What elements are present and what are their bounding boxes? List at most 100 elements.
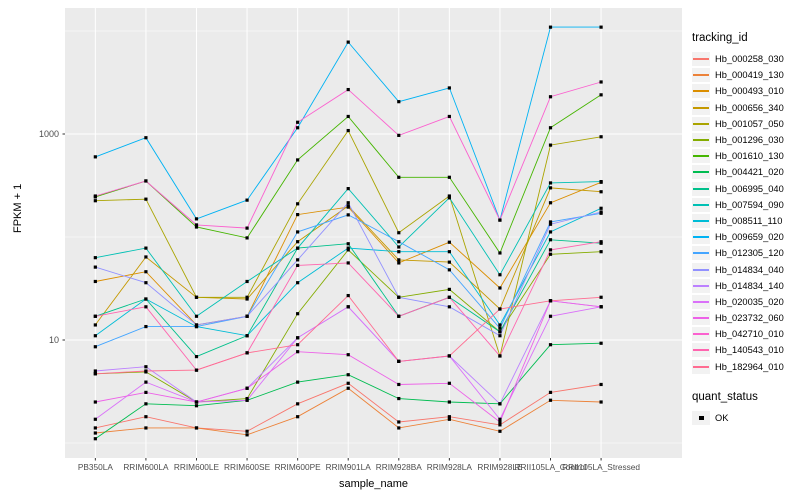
data-point (548, 201, 553, 205)
data-point (245, 236, 249, 240)
data-point (346, 293, 350, 298)
legend-item: Hb_023732_060 (692, 310, 798, 326)
data-point (397, 314, 401, 318)
legend-item-label: Hb_009659_020 (715, 232, 784, 243)
data-point (245, 398, 249, 402)
data-point (296, 240, 300, 244)
data-point (599, 341, 603, 345)
data-point (194, 368, 199, 372)
data-point (346, 213, 350, 217)
data-point (296, 246, 300, 250)
data-point (346, 246, 350, 250)
data-point (447, 260, 451, 264)
legend-key-line-icon (693, 300, 709, 303)
data-point (548, 314, 553, 318)
legend-key-line-icon (693, 252, 709, 255)
data-point (599, 400, 603, 404)
data-point (346, 248, 350, 252)
legend-item: Hb_020035_020 (692, 294, 798, 310)
legend-key-swatch (692, 100, 710, 115)
legend-item: Hb_140543_010 (692, 342, 798, 358)
data-point (548, 25, 553, 29)
data-point (397, 231, 401, 235)
data-point (498, 273, 502, 277)
data-point (296, 415, 300, 419)
data-point (144, 390, 148, 394)
legend-key-swatch (692, 278, 710, 293)
data-point (498, 326, 502, 330)
data-point (447, 305, 451, 309)
data-point (447, 381, 451, 385)
legend-item-label: Hb_001057_050 (715, 118, 784, 129)
data-point (599, 80, 603, 84)
quant-item-label: OK (715, 412, 729, 423)
data-point (144, 380, 148, 384)
legend-key-line-icon (693, 268, 709, 271)
x-tick-label: RRII105LA_Stressed (562, 462, 640, 472)
legend-item-label: Hb_000258_030 (715, 54, 784, 65)
legend-key-line-icon (693, 349, 709, 352)
data-point (93, 199, 97, 203)
data-point (93, 314, 97, 318)
data-point (548, 126, 553, 130)
data-point (296, 380, 300, 384)
legend-key-swatch (692, 213, 710, 228)
data-point (498, 251, 502, 255)
data-point (397, 100, 401, 104)
legend-item: Hb_012305_120 (692, 245, 798, 261)
legend-key-line-icon (693, 122, 709, 125)
legend-key-line-icon (693, 187, 709, 190)
legend-item-label: Hb_006995_040 (715, 183, 784, 194)
data-point (397, 382, 401, 387)
data-point (548, 95, 553, 99)
data-point (397, 258, 401, 262)
data-point (397, 420, 401, 424)
data-point (447, 114, 451, 119)
data-point (245, 198, 249, 202)
legend-item: Hb_001057_050 (692, 116, 798, 132)
legend-key-swatch (692, 181, 710, 196)
data-point (447, 415, 451, 419)
legend-key-line-icon (693, 106, 709, 109)
data-point (447, 417, 451, 421)
data-point (397, 245, 401, 249)
legend-item: Hb_000258_030 (692, 51, 798, 67)
black-square-point-icon (699, 415, 704, 421)
legend-key-swatch (692, 343, 710, 358)
legend-key-line-icon (693, 90, 709, 93)
legend-title-quant-status: quant_status (692, 390, 758, 403)
data-point (245, 314, 249, 318)
data-point (447, 175, 451, 179)
data-point (346, 242, 350, 246)
legend-key-swatch (692, 116, 710, 131)
legend-key-swatch (692, 294, 710, 309)
data-point (296, 158, 300, 162)
x-axis-title: sample_name (338, 478, 409, 490)
data-point (599, 382, 603, 387)
x-tick-label: RRIM928LA (427, 462, 473, 472)
data-point (194, 400, 199, 404)
data-point (548, 299, 553, 303)
data-point (346, 87, 350, 92)
data-point (498, 334, 502, 338)
legend-item: Hb_008511_110 (692, 213, 798, 229)
data-point (599, 250, 603, 254)
data-point (144, 136, 148, 140)
legend-item-label: Hb_000493_010 (715, 86, 784, 97)
data-point (397, 295, 401, 299)
data-point (346, 201, 350, 205)
data-point (296, 212, 300, 217)
data-point (346, 187, 350, 191)
data-point (397, 240, 401, 244)
data-point (194, 223, 199, 227)
data-point (144, 426, 148, 430)
data-point (346, 353, 350, 357)
legend-key-swatch (692, 197, 710, 212)
legend-key-line-icon (693, 171, 709, 174)
data-point (144, 246, 148, 250)
data-point (397, 133, 401, 137)
data-point (346, 381, 350, 385)
quant-legend-item: OK (692, 410, 798, 426)
data-point (194, 426, 199, 430)
data-point (296, 230, 300, 234)
